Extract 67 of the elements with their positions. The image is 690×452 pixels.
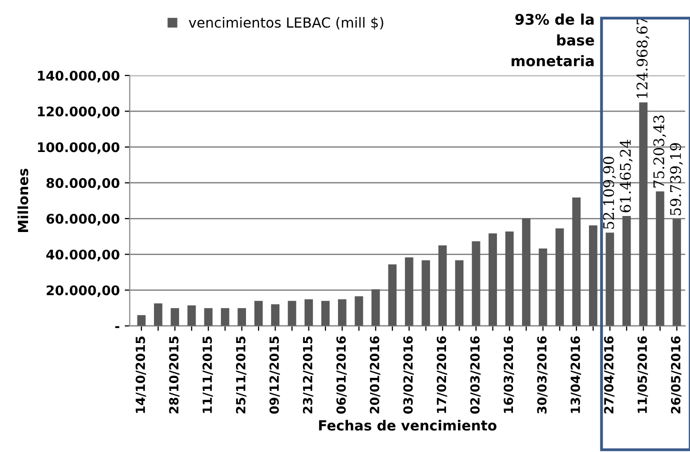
x-tick-label: 06/01/2016 — [336, 336, 347, 414]
x-tick-label: 11/05/2016 — [638, 336, 648, 413]
bar — [472, 241, 480, 326]
y-tick-label: 140.000,00 — [38, 70, 120, 82]
bar — [404, 257, 414, 326]
bar — [606, 232, 614, 326]
x-tick-label: 20/01/2016 — [370, 336, 380, 414]
text: 93% de la base monetaria — [512, 14, 594, 66]
x-tick-label: 09/12/2015 — [269, 336, 280, 414]
bar — [488, 233, 497, 326]
x-tick-label: 14/10/2015 — [136, 336, 146, 413]
bar — [522, 218, 530, 326]
x-tick-label: 13/04/2016 — [570, 336, 582, 413]
bar — [371, 289, 380, 326]
x-tick-label: 03/02/2016 — [403, 336, 414, 414]
legend-label: vencimientos LEBAC (mill $) — [188, 17, 384, 30]
y-tick-label: 20.000,00 — [46, 285, 120, 298]
x-tick-label: 28/10/2015 — [169, 336, 180, 414]
bar — [288, 300, 296, 326]
bar — [137, 315, 146, 326]
x-tick-label: 02/03/2016 — [470, 336, 481, 414]
bar — [220, 308, 230, 326]
x-tick-label: 25/11/2015 — [236, 336, 246, 414]
bar — [388, 264, 397, 326]
y-tick-label: 100.000,00 — [38, 142, 120, 154]
data-label: 52.109,90 — [603, 156, 616, 229]
x-axis-title: Fechas de vencimiento — [319, 420, 496, 431]
x-tick-label: 26/05/2016 — [670, 336, 682, 414]
x-tick-label: 16/03/2016 — [504, 336, 514, 413]
y-tick-label: 40.000,00 — [46, 250, 120, 262]
bar — [170, 308, 180, 326]
x-tick-label: 27/04/2016 — [604, 336, 614, 414]
x-tick-label: 11/11/2015 — [202, 336, 213, 413]
bar — [672, 219, 681, 326]
bar — [271, 304, 280, 326]
x-tick-label: 30/03/2016 — [537, 336, 548, 414]
y-axis-title: Millones — [18, 168, 28, 232]
bar — [572, 197, 581, 326]
bar — [639, 102, 648, 326]
y-tick-label: 60.000,00 — [46, 214, 120, 226]
y-tick-label: 120.000,00 — [38, 106, 120, 118]
bar — [505, 231, 514, 326]
bar — [204, 308, 213, 326]
bar — [556, 228, 564, 326]
bar — [238, 308, 246, 326]
y-tick-label: 80.000,00 — [46, 178, 120, 190]
y-tick-label: - — [115, 326, 120, 328]
x-tick-label: 17/02/2016 — [436, 336, 448, 413]
bar — [354, 296, 364, 326]
bar — [656, 191, 664, 326]
bar — [422, 260, 430, 326]
bar — [538, 248, 548, 326]
bar — [154, 303, 162, 326]
data-label: 59.739,19 — [670, 143, 683, 216]
bar — [321, 300, 330, 326]
bar — [588, 225, 598, 326]
data-label: 75.203,43 — [653, 116, 666, 188]
x-tick-label: 23/12/2015 — [302, 336, 314, 414]
data-label: 124.968,67 — [636, 17, 650, 98]
bar — [438, 245, 447, 326]
bar — [187, 305, 196, 326]
bar — [338, 299, 346, 326]
bar — [304, 299, 313, 326]
data-label: 61.465,24 — [620, 140, 633, 212]
bar — [254, 300, 263, 326]
bar — [622, 216, 631, 326]
bar — [455, 260, 464, 326]
